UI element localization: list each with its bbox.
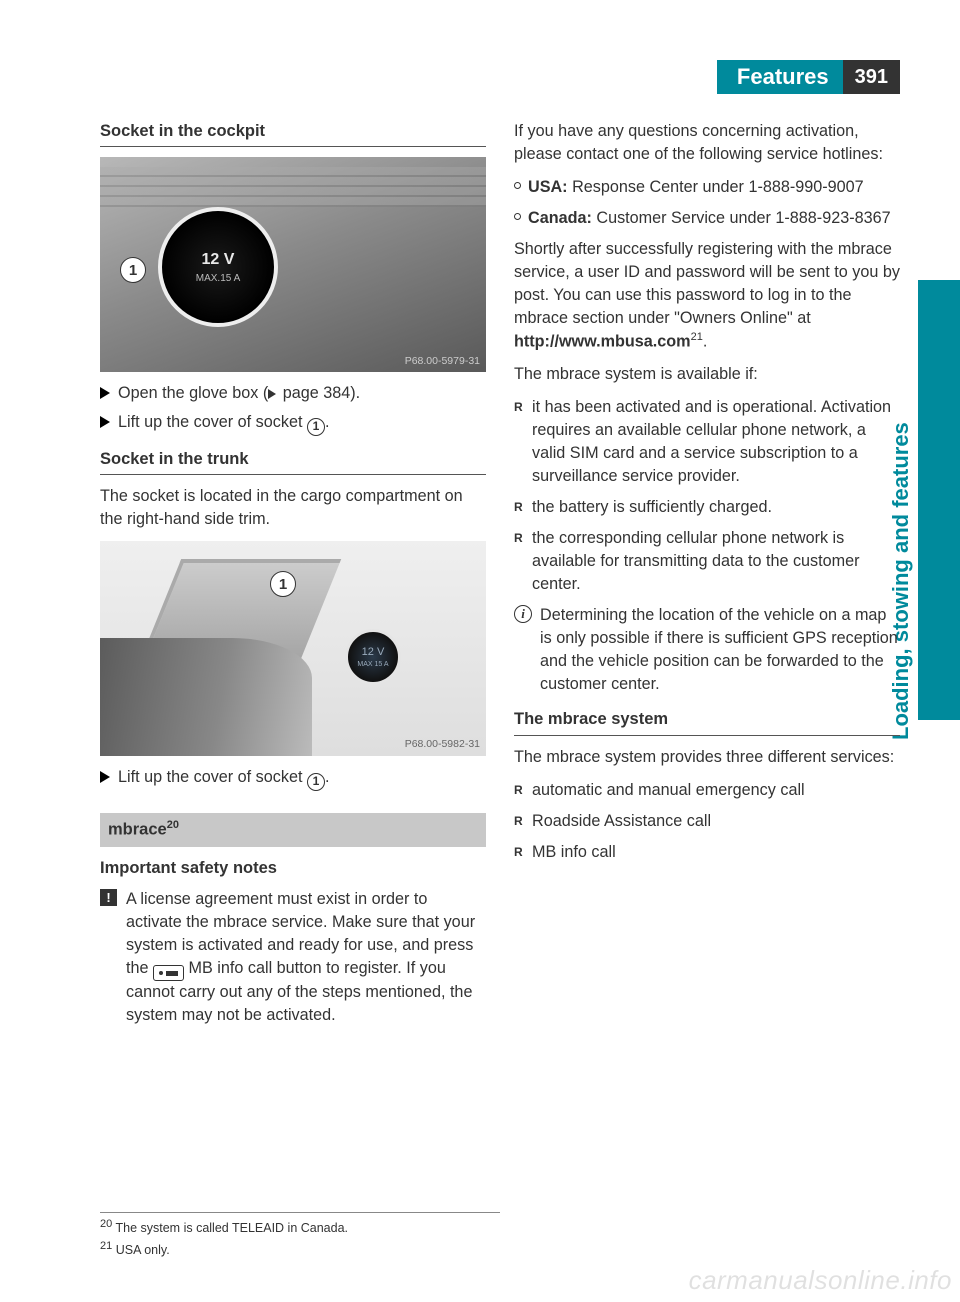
r-bullet-icon: R — [514, 841, 532, 864]
service-text: Roadside Assistance call — [532, 810, 900, 833]
figure-id: P68.00-5982-31 — [405, 737, 480, 752]
r-bullet-icon: R — [514, 496, 532, 519]
footnote-20: The system is called TELEAID in Canada. — [116, 1221, 349, 1235]
watermark: carmanualsonline.info — [689, 1265, 952, 1296]
socket-voltage-label: 12 V — [362, 645, 385, 661]
footnote-21: USA only. — [116, 1244, 170, 1258]
hotline-usa-label: USA: — [528, 178, 568, 196]
trunk-para: The socket is located in the cargo compa… — [100, 485, 486, 531]
r-bullet-icon: R — [514, 527, 532, 596]
info-note: i Determining the location of the vehicl… — [514, 604, 900, 696]
header-page-number: 391 — [843, 60, 900, 94]
hotline-can-label: Canada: — [528, 209, 592, 227]
step-text: Lift up the cover of socket — [118, 768, 307, 786]
avail-item-2: R the battery is sufficiently charged. — [514, 496, 900, 519]
para-register-a: Shortly after successfully registering w… — [514, 240, 900, 327]
heading-socket-trunk: Socket in the trunk — [100, 448, 486, 475]
step-marker-icon — [100, 387, 110, 399]
right-column: If you have any questions concerning act… — [514, 120, 900, 1262]
callout-ref-1: 1 — [307, 773, 325, 791]
hotline-canada: Canada: Customer Service under 1-888-923… — [514, 207, 900, 230]
info-icon: i — [514, 605, 532, 623]
service-item-2: R Roadside Assistance call — [514, 810, 900, 833]
socket-amp-label: MAX.15 A — [196, 272, 240, 286]
page-ref-icon — [268, 389, 276, 399]
heading-safety-notes: Important safety notes — [100, 857, 486, 880]
avail-item-1: R it has been activated and is operation… — [514, 396, 900, 488]
step-open-glove-box: Open the glove box ( page 384). — [100, 382, 486, 405]
side-tab-background — [918, 280, 960, 720]
service-item-3: R MB info call — [514, 841, 900, 864]
socket-amp-label: MAX 15 A — [357, 660, 388, 670]
avail-text: it has been activated and is operational… — [532, 396, 900, 488]
figure-id: P68.00-5979-31 — [405, 354, 480, 369]
para-register-b: . — [703, 332, 708, 350]
step-text-b: page 384). — [278, 384, 360, 402]
content-columns: Socket in the cockpit 12 V MAX.15 A 1 P6… — [100, 120, 900, 1262]
left-column: Socket in the cockpit 12 V MAX.15 A 1 P6… — [100, 120, 486, 1262]
info-text: Determining the location of the vehicle … — [540, 604, 900, 696]
avail-text: the corresponding cellular phone network… — [532, 527, 900, 596]
step-marker-icon — [100, 771, 110, 783]
trunk-socket-badge: 12 V MAX 15 A — [345, 629, 401, 685]
footnotes: 20 The system is called TELEAID in Canad… — [100, 1212, 500, 1262]
section-label: mbrace — [108, 820, 167, 838]
heading-mbrace-system: The mbrace system — [514, 708, 900, 735]
r-bullet-icon: R — [514, 779, 532, 802]
para-services: The mbrace system provides three differe… — [514, 746, 900, 769]
step-text-b: . — [325, 413, 330, 431]
para-questions: If you have any questions concerning act… — [514, 120, 900, 166]
mb-info-call-button-icon — [153, 965, 184, 981]
hotline-usa-text: Response Center under 1-888-990-9007 — [568, 178, 864, 196]
step-text: Lift up the cover of socket — [118, 413, 307, 431]
step-lift-cover-1: Lift up the cover of socket 1. — [100, 411, 486, 436]
bullet-icon — [514, 182, 521, 189]
owners-online-url: http://www.mbusa.com — [514, 332, 691, 350]
step-text-b: . — [325, 768, 330, 786]
warning-note: ! A license agreement must exist in orde… — [100, 888, 486, 1027]
hotline-usa: USA: Response Center under 1-888-990-900… — [514, 176, 900, 199]
socket-voltage-label: 12 V — [202, 249, 235, 272]
step-lift-cover-2: Lift up the cover of socket 1. — [100, 766, 486, 791]
avail-text: the battery is sufficiently charged. — [532, 496, 900, 519]
footnote-ref-20: 20 — [167, 819, 179, 831]
step-text: Open the glove box ( — [118, 384, 268, 402]
page-content: Features 391 Loading, stowing and featur… — [100, 60, 900, 1262]
callout-ref-1: 1 — [307, 418, 325, 436]
header-section-title: Features — [717, 60, 843, 94]
warning-icon: ! — [100, 889, 117, 906]
step-marker-icon — [100, 416, 110, 428]
bullet-icon — [514, 213, 521, 220]
heading-socket-cockpit: Socket in the cockpit — [100, 120, 486, 147]
figure-socket-cockpit: 12 V MAX.15 A 1 P68.00-5979-31 — [100, 157, 486, 372]
hotline-can-text: Customer Service under 1-888-923-8367 — [592, 209, 891, 227]
para-register: Shortly after successfully registering w… — [514, 238, 900, 353]
callout-1: 1 — [120, 257, 146, 283]
avail-item-3: R the corresponding cellular phone netwo… — [514, 527, 900, 596]
service-text: automatic and manual emergency call — [532, 779, 900, 802]
footnote-ref-21: 21 — [691, 331, 703, 343]
service-item-1: R automatic and manual emergency call — [514, 779, 900, 802]
service-text: MB info call — [532, 841, 900, 864]
section-heading-mbrace: mbrace20 — [100, 813, 486, 847]
page-header: Features 391 — [717, 60, 900, 94]
r-bullet-icon: R — [514, 810, 532, 833]
para-available: The mbrace system is available if: — [514, 363, 900, 386]
figure-socket-trunk: 12 V MAX 15 A 1 P68.00-5982-31 — [100, 541, 486, 756]
r-bullet-icon: R — [514, 396, 532, 488]
